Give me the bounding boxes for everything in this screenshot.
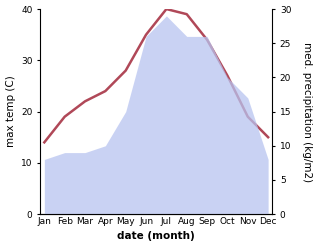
Y-axis label: max temp (C): max temp (C) [5,76,16,147]
X-axis label: date (month): date (month) [117,231,195,242]
Y-axis label: med. precipitation (kg/m2): med. precipitation (kg/m2) [302,41,313,182]
